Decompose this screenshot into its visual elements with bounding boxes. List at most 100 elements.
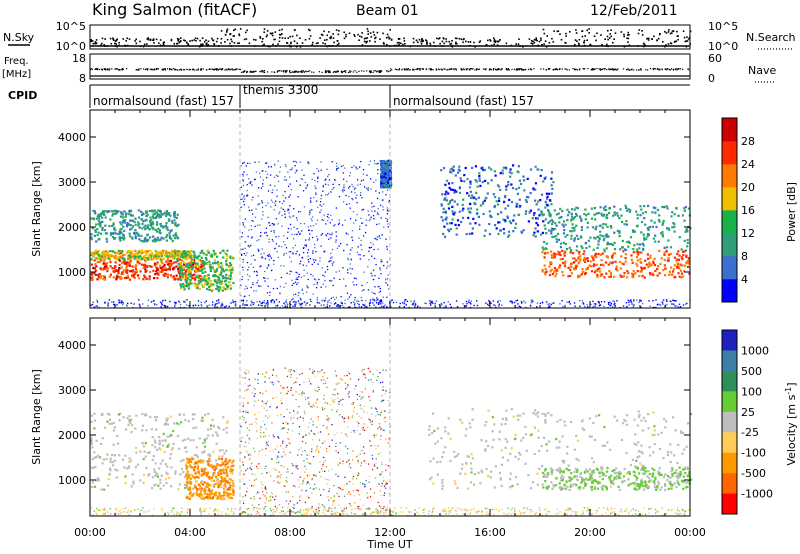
echo-cell <box>478 179 481 182</box>
echo-cell <box>286 306 288 308</box>
freq-panel-frame <box>89 53 691 80</box>
echo-cell <box>206 249 209 252</box>
echo-cell <box>254 161 256 163</box>
nsky-point <box>296 34 298 37</box>
nsky-point <box>126 44 129 47</box>
echo-cell <box>256 271 258 273</box>
echo-cell <box>330 191 332 193</box>
echo-cell <box>370 272 372 274</box>
echo-cell <box>380 261 382 263</box>
echo-cell <box>222 249 225 252</box>
echo-cell <box>140 251 144 255</box>
echo-cell <box>337 304 340 306</box>
freq-point <box>436 69 438 71</box>
echo-cell <box>137 256 140 259</box>
echo-cell <box>354 296 356 299</box>
echo-cell <box>290 299 293 301</box>
echo-cell <box>168 262 171 265</box>
echo-cell <box>544 273 547 276</box>
echo-cell <box>581 247 584 250</box>
freq-panel: Freq. [MHz] 18 8 60 0 Nave <box>2 52 776 85</box>
nsky-point <box>329 45 332 47</box>
echo-cell <box>321 267 324 269</box>
echo-cell <box>335 169 338 172</box>
nsky-point <box>374 40 376 43</box>
echo-cell <box>608 211 611 215</box>
echo-cell <box>620 214 623 217</box>
echo-cell <box>164 272 167 275</box>
echo-cell <box>300 178 302 180</box>
echo-cell <box>309 258 311 260</box>
echo-cell <box>604 205 607 208</box>
echo-cell <box>301 230 303 232</box>
echo-cell <box>315 223 317 225</box>
echo-cell <box>387 177 390 180</box>
echo-cell <box>383 226 385 228</box>
echo-cell <box>297 294 299 297</box>
echo-cell <box>165 251 168 254</box>
nsky-point <box>469 44 471 47</box>
echo-cell <box>635 262 638 265</box>
echo-cell <box>131 269 134 272</box>
echo-cell <box>246 287 248 289</box>
echo-cell <box>228 275 231 278</box>
echo-cell <box>632 248 635 251</box>
nsky-point <box>627 34 629 36</box>
freq-point <box>501 68 503 70</box>
echo-cell <box>288 196 290 198</box>
echo-cell <box>144 265 148 268</box>
echo-cell <box>355 168 357 170</box>
echo-cell <box>326 168 328 170</box>
echo-cell <box>554 275 557 278</box>
echo-cell <box>380 259 382 261</box>
echo-cell <box>212 274 215 277</box>
freq-point <box>555 68 557 71</box>
echo-cell <box>184 284 188 287</box>
echo-cell <box>457 224 460 227</box>
echo-cell <box>288 251 290 253</box>
echo-cell <box>534 217 538 220</box>
echo-cell <box>179 283 182 286</box>
freq-point <box>344 70 346 72</box>
echo-cell <box>242 198 244 200</box>
echo-cell <box>242 261 244 263</box>
echo-cell <box>349 207 351 209</box>
nsky-point <box>187 43 189 45</box>
echo-cell <box>440 304 442 306</box>
echo-cell <box>305 244 308 246</box>
nsky-point <box>146 38 149 40</box>
echo-cell <box>156 238 159 241</box>
echo-cell <box>246 195 248 197</box>
echo-cell <box>510 183 513 186</box>
freq-point <box>413 69 415 71</box>
nsky-point <box>677 38 679 41</box>
echo-cell <box>125 263 128 266</box>
echo-cell <box>200 279 203 282</box>
echo-cell <box>132 271 135 274</box>
freq-point <box>175 69 177 71</box>
echo-cell <box>118 302 120 304</box>
echo-cell <box>248 209 251 212</box>
freq-point <box>598 68 600 70</box>
echo-cell <box>113 257 116 260</box>
echo-cell <box>673 223 676 226</box>
echo-cell <box>292 215 294 217</box>
echo-cell <box>440 216 443 219</box>
nsky-point <box>528 38 531 40</box>
nsky-point <box>330 36 332 39</box>
nsky-point <box>259 36 261 38</box>
freq-point <box>533 68 535 70</box>
nsky-point <box>284 37 286 39</box>
echo-cell <box>503 200 506 203</box>
nsky-point <box>345 33 347 36</box>
nsky-point <box>265 35 268 38</box>
echo-cell <box>119 275 122 278</box>
echo-cell <box>175 265 178 268</box>
nsky-point <box>586 29 589 32</box>
echo-cell <box>566 208 569 211</box>
echo-cell <box>536 224 540 227</box>
nsky-point <box>559 33 561 35</box>
echo-cell <box>377 169 379 171</box>
echo-cell <box>273 224 275 226</box>
echo-cell <box>165 305 167 307</box>
